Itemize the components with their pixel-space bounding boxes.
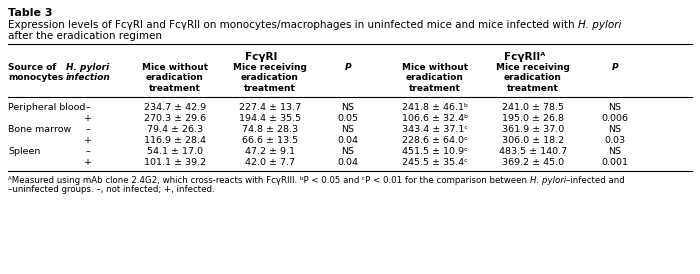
Text: Spleen: Spleen (8, 147, 41, 156)
Text: 194.4 ± 35.5: 194.4 ± 35.5 (239, 114, 301, 123)
Text: FcγRIIᴬ: FcγRIIᴬ (505, 52, 545, 62)
Text: 74.8 ± 28.3: 74.8 ± 28.3 (242, 125, 298, 134)
Text: 0.04: 0.04 (337, 136, 358, 145)
Text: Peripheral blood: Peripheral blood (8, 103, 85, 112)
Text: 451.5 ± 10.9ᶜ: 451.5 ± 10.9ᶜ (402, 147, 468, 156)
Text: 0.04: 0.04 (337, 158, 358, 167)
Text: ᴬMeasured using mAb clone 2.4G2, which cross-reacts with FcγRIII. ᵇP < 0.05 and : ᴬMeasured using mAb clone 2.4G2, which c… (8, 176, 530, 185)
Text: P: P (612, 63, 618, 72)
Text: +: + (84, 136, 92, 145)
Text: 0.03: 0.03 (604, 136, 626, 145)
Text: –: – (85, 103, 90, 112)
Text: 195.0 ± 26.8: 195.0 ± 26.8 (502, 114, 564, 123)
Text: 101.1 ± 39.2: 101.1 ± 39.2 (144, 158, 206, 167)
Text: 66.6 ± 13.5: 66.6 ± 13.5 (242, 136, 298, 145)
Text: 343.4 ± 37.1ᶜ: 343.4 ± 37.1ᶜ (402, 125, 468, 134)
Text: after the eradication regimen: after the eradication regimen (8, 31, 162, 41)
Text: H. pylori
infection: H. pylori infection (66, 63, 111, 82)
Text: H. pylori: H. pylori (530, 176, 566, 185)
Text: 361.9 ± 37.0: 361.9 ± 37.0 (502, 125, 564, 134)
Text: Source of
monocytes: Source of monocytes (8, 63, 63, 82)
Text: NS: NS (342, 125, 354, 134)
Text: NS: NS (608, 147, 622, 156)
Text: 369.2 ± 45.0: 369.2 ± 45.0 (502, 158, 564, 167)
Text: Mice without
eradication
treatment: Mice without eradication treatment (402, 63, 468, 93)
Text: NS: NS (608, 125, 622, 134)
Text: H. pylori: H. pylori (578, 20, 622, 30)
Text: 241.8 ± 46.1ᵇ: 241.8 ± 46.1ᵇ (402, 103, 468, 112)
Text: Table 3: Table 3 (8, 8, 52, 18)
Text: 54.1 ± 17.0: 54.1 ± 17.0 (147, 147, 203, 156)
Text: 79.4 ± 26.3: 79.4 ± 26.3 (147, 125, 203, 134)
Text: Mice receiving
eradication
treatment: Mice receiving eradication treatment (496, 63, 570, 93)
Text: 483.5 ± 140.7: 483.5 ± 140.7 (499, 147, 567, 156)
Text: Expression levels of FcγRI and FcγRII on monocytes/macrophages in uninfected mic: Expression levels of FcγRI and FcγRII on… (8, 20, 578, 30)
Text: P: P (344, 63, 351, 72)
Text: Mice receiving
eradication
treatment: Mice receiving eradication treatment (233, 63, 307, 93)
Text: 241.0 ± 78.5: 241.0 ± 78.5 (502, 103, 564, 112)
Text: Bone marrow: Bone marrow (8, 125, 71, 134)
Text: –infected and: –infected and (566, 176, 624, 185)
Text: 228.6 ± 64.0ᶜ: 228.6 ± 64.0ᶜ (402, 136, 468, 145)
Text: NS: NS (342, 147, 354, 156)
Text: FcγRI: FcγRI (245, 52, 278, 62)
Text: 47.2 ± 9.1: 47.2 ± 9.1 (245, 147, 295, 156)
Text: 270.3 ± 29.6: 270.3 ± 29.6 (144, 114, 206, 123)
Text: 42.0 ± 7.7: 42.0 ± 7.7 (245, 158, 295, 167)
Text: 0.001: 0.001 (601, 158, 629, 167)
Text: –uninfected groups. –, not infected; +, infected.: –uninfected groups. –, not infected; +, … (8, 185, 215, 194)
Text: 227.4 ± 13.7: 227.4 ± 13.7 (239, 103, 301, 112)
Text: 245.5 ± 35.4ᶜ: 245.5 ± 35.4ᶜ (402, 158, 468, 167)
Text: 106.6 ± 32.4ᵇ: 106.6 ± 32.4ᵇ (402, 114, 468, 123)
Text: +: + (84, 158, 92, 167)
Text: 116.9 ± 28.4: 116.9 ± 28.4 (144, 136, 206, 145)
Text: 234.7 ± 42.9: 234.7 ± 42.9 (144, 103, 206, 112)
Text: +: + (84, 114, 92, 123)
Text: Mice without
eradication
treatment: Mice without eradication treatment (142, 63, 208, 93)
Text: 0.05: 0.05 (337, 114, 358, 123)
Text: NS: NS (342, 103, 354, 112)
Text: 306.0 ± 18.2: 306.0 ± 18.2 (502, 136, 564, 145)
Text: 0.006: 0.006 (601, 114, 629, 123)
Text: –: – (85, 125, 90, 134)
Text: NS: NS (608, 103, 622, 112)
Text: –: – (85, 147, 90, 156)
